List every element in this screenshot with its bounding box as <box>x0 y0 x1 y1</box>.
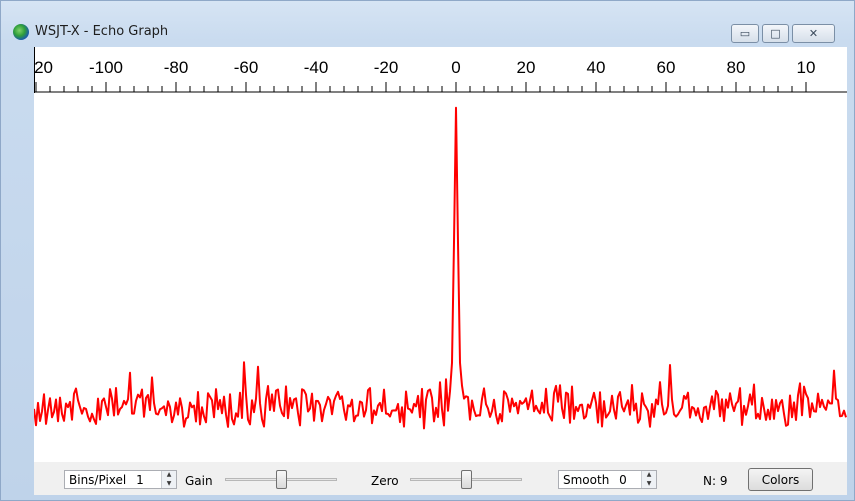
spin-down-icon[interactable]: ▼ <box>162 479 176 488</box>
scale-tick-label: 10 <box>797 58 816 77</box>
spin-arrows[interactable]: ▲ ▼ <box>161 471 176 488</box>
echo-plot <box>34 93 847 462</box>
minimize-icon: ▭ <box>739 27 751 40</box>
smooth-label: Smooth <box>563 472 610 487</box>
minimize-button[interactable]: ▭ <box>731 24 759 43</box>
scale-tick-label: -20 <box>374 58 399 77</box>
window-title: WSJT-X - Echo Graph <box>35 24 169 39</box>
spin-up-icon[interactable]: ▲ <box>642 471 656 480</box>
smooth-spinbox[interactable]: Smooth 0 ▲ ▼ <box>558 470 657 489</box>
scale-tick-label: -120 <box>34 58 53 77</box>
maximize-icon: □ <box>770 27 781 40</box>
close-button[interactable]: ✕ <box>792 24 835 43</box>
frequency-scale-svg: -120 -100 -80 -60 -40 -20 0 20 40 60 80 10 <box>34 47 847 93</box>
zero-slider-thumb[interactable] <box>461 470 472 489</box>
bins-pixel-value: 1 <box>136 472 144 487</box>
zero-label: Zero <box>371 474 399 488</box>
gain-label: Gain <box>185 474 213 488</box>
frequency-scale: -120 -100 -80 -60 -40 -20 0 20 40 60 80 10 <box>34 47 847 93</box>
zero-slider[interactable] <box>410 470 522 490</box>
scale-tick-label: -60 <box>234 58 259 77</box>
smooth-value: 0 <box>619 472 627 487</box>
scale-tick-label: -100 <box>89 58 123 77</box>
bins-pixel-label: Bins/Pixel <box>69 472 127 487</box>
bins-pixel-spinbox[interactable]: Bins/Pixel 1 ▲ ▼ <box>64 470 177 489</box>
spin-up-icon[interactable]: ▲ <box>162 471 176 480</box>
scale-tick-label: 60 <box>657 58 676 77</box>
colors-button[interactable]: Colors <box>748 468 813 491</box>
scale-tick-label: -40 <box>304 58 329 77</box>
wsjtx-globe-icon <box>13 24 29 40</box>
scale-tick-label: 0 <box>451 58 460 77</box>
maximize-button[interactable]: □ <box>762 24 789 43</box>
echo-plot-svg <box>34 106 847 430</box>
scale-tick-label: -80 <box>164 58 189 77</box>
gain-slider[interactable] <box>225 470 337 490</box>
spin-arrows[interactable]: ▲ ▼ <box>641 471 656 488</box>
scale-tick-label: 80 <box>727 58 746 77</box>
spin-down-icon[interactable]: ▼ <box>642 479 656 488</box>
title-bar[interactable]: WSJT-X - Echo Graph ▭ □ ✕ <box>1 1 854 43</box>
n-count-label: N: 9 <box>703 474 728 488</box>
gain-slider-thumb[interactable] <box>276 470 287 489</box>
controls-bar: Bins/Pixel 1 ▲ ▼ Gain Zero Smoo <box>34 462 847 495</box>
close-icon: ✕ <box>808 27 819 40</box>
echo-trace-line <box>34 106 847 430</box>
colors-button-label: Colors <box>761 472 800 487</box>
scale-tick-label: 40 <box>587 58 606 77</box>
scale-tick-label: 20 <box>517 58 536 77</box>
